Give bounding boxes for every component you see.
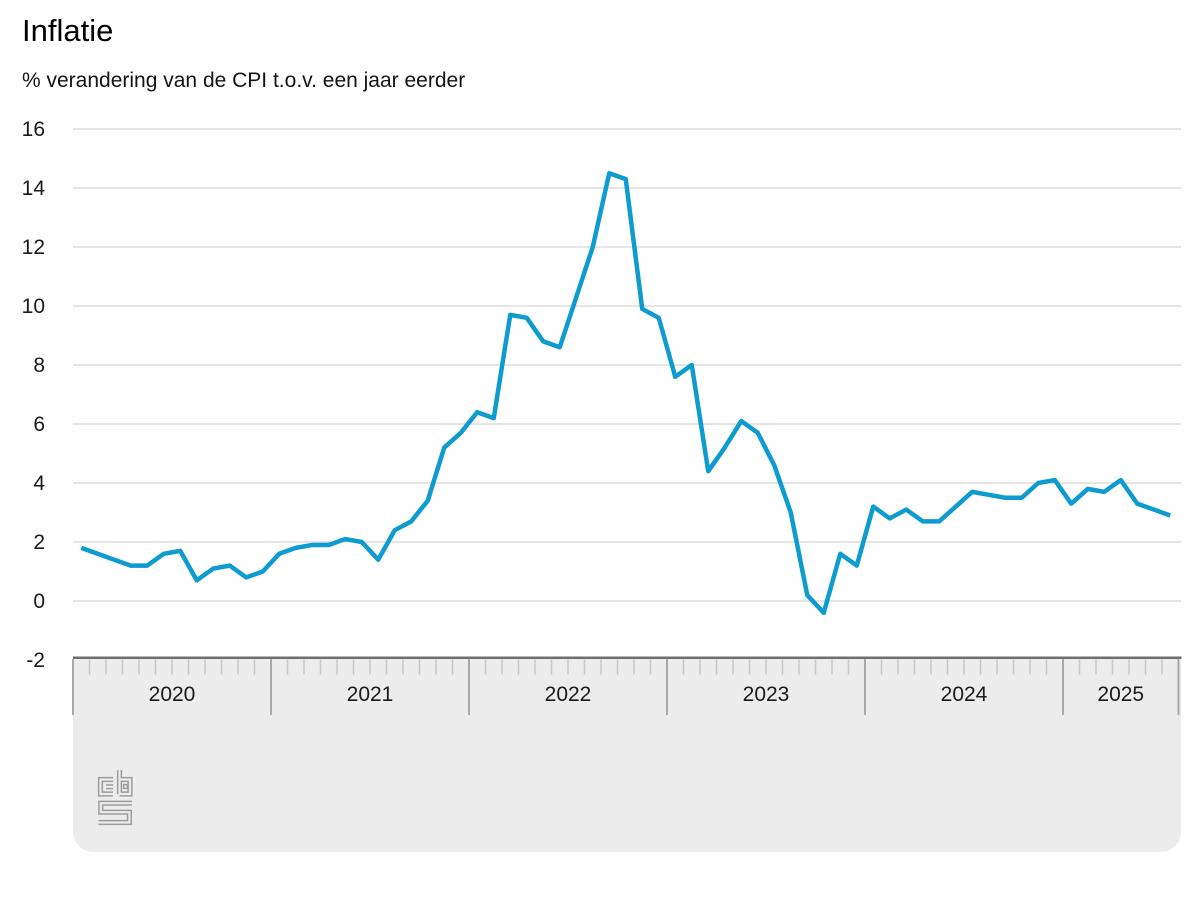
y-axis-label: 6 bbox=[33, 413, 45, 436]
y-axis-label: 12 bbox=[22, 236, 45, 259]
x-year-label: 2024 bbox=[941, 683, 988, 706]
x-year-label: 2021 bbox=[347, 683, 394, 706]
page-title: Inflatie bbox=[22, 13, 114, 48]
cbs-logo bbox=[97, 770, 133, 826]
y-axis-label: 4 bbox=[33, 472, 45, 495]
x-axis-line bbox=[73, 656, 1182, 659]
x-axis-band bbox=[73, 657, 1181, 852]
cbs-logo-b-hole bbox=[122, 783, 129, 790]
x-year-label: 2023 bbox=[743, 683, 790, 706]
y-axis-label: 10 bbox=[22, 295, 45, 318]
y-axis-label: 16 bbox=[22, 118, 45, 141]
x-year-label: 2020 bbox=[149, 683, 196, 706]
inflation-line bbox=[80, 171, 1172, 616]
cbs-logo-stroke bbox=[99, 778, 113, 796]
cbs-logo-stroke bbox=[118, 770, 132, 796]
x-year-label: 2025 bbox=[1097, 683, 1144, 706]
chart-subtitle: % verandering van de CPI t.o.v. een jaar… bbox=[22, 69, 466, 92]
y-axis-label: 8 bbox=[33, 354, 45, 377]
x-year-label: 2022 bbox=[545, 683, 592, 706]
y-axis-label: 14 bbox=[22, 177, 46, 200]
cbs-logo-stroke bbox=[98, 802, 132, 824]
y-axis-label: 0 bbox=[33, 590, 45, 613]
y-axis-label: -2 bbox=[26, 649, 45, 672]
y-axis-label: 2 bbox=[33, 531, 45, 554]
